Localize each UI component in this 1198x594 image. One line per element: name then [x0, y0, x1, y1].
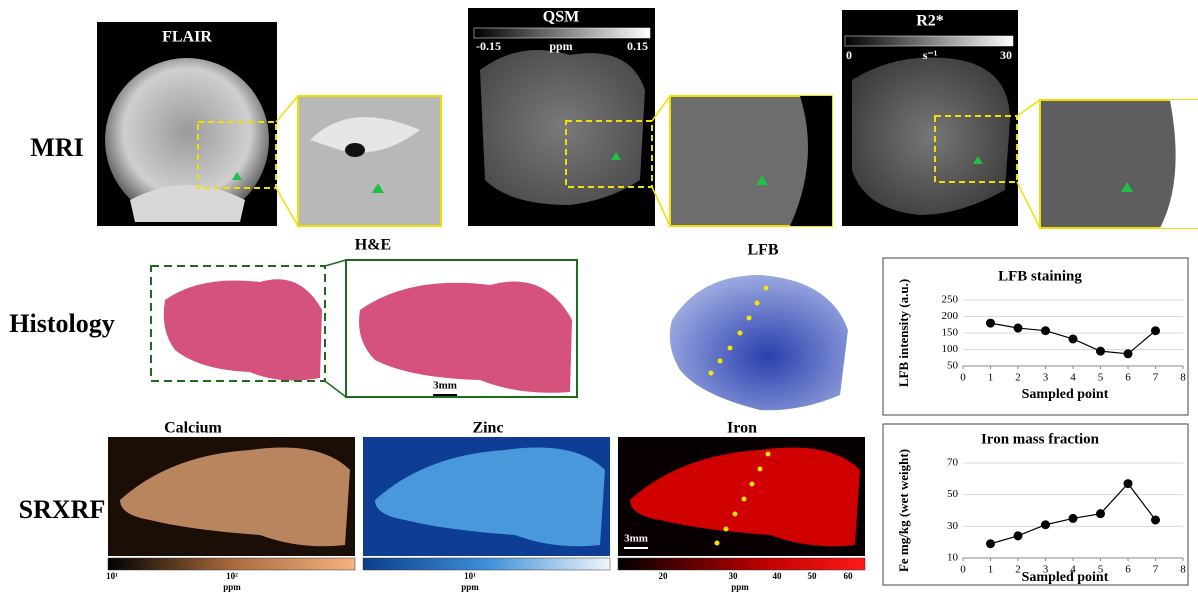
- colorbar-unit: ppm: [731, 582, 749, 592]
- data-point: [1096, 346, 1105, 356]
- x-tick-label: 2: [1015, 372, 1021, 384]
- chart-title: Iron mass fraction: [981, 431, 1100, 447]
- data-point: [1096, 509, 1105, 519]
- row-label: SRXRF: [19, 495, 106, 524]
- chart-frame: [882, 423, 1189, 586]
- colorbar-unit: ppm: [549, 39, 572, 53]
- panel-title: Iron: [727, 420, 757, 437]
- panel-title: QSM: [543, 9, 579, 26]
- data-point: [1041, 520, 1050, 530]
- flair-panel: FLAIR: [97, 22, 442, 227]
- iron-panel: Iron 3mm 20 30 40 50 60 ppm: [617, 420, 866, 592]
- y-tick-label: 150: [942, 327, 959, 339]
- he-panel: H&E 3mm: [150, 237, 578, 398]
- colorbar-unit: ppm: [223, 582, 241, 592]
- x-tick-label: 3: [1043, 564, 1049, 576]
- x-tick-label: 4: [1070, 372, 1076, 384]
- data-point: [1151, 326, 1160, 336]
- y-tick-label: 50: [947, 488, 959, 500]
- colorbar-label: 10²: [226, 571, 238, 581]
- y-tick-label: 250: [942, 294, 959, 306]
- data-point: [1123, 349, 1133, 359]
- colorbar-label: 0: [846, 48, 852, 62]
- colorbar-label: 20: [659, 571, 669, 581]
- panel-title: H&E: [355, 237, 391, 254]
- x-tick-label: 1: [988, 372, 994, 384]
- data-point: [1068, 334, 1078, 344]
- x-axis-label: Sampled point: [1022, 387, 1109, 402]
- zinc-panel: Zinc 10¹ ppm: [362, 420, 611, 592]
- row-label: Histology: [9, 309, 114, 338]
- y-tick-label: 30: [947, 520, 959, 532]
- colorbar-label: 60: [844, 571, 854, 581]
- data-point: [1041, 326, 1050, 336]
- colorbar-label: 10¹: [106, 571, 118, 581]
- data-point: [986, 539, 995, 549]
- y-tick-label: 50: [947, 360, 959, 372]
- y-tick-label: 10: [947, 552, 959, 564]
- x-axis-label: Sampled point: [1022, 570, 1109, 585]
- x-tick-label: 5: [1098, 564, 1104, 576]
- y-tick-label: 70: [947, 457, 959, 469]
- colorbar-label: -0.15: [476, 39, 501, 53]
- data-point: [1068, 513, 1078, 523]
- data-point: [1151, 515, 1160, 525]
- r2star-panel: R2* 0 s⁻¹ 30: [842, 10, 1198, 229]
- panel-title: FLAIR: [162, 29, 212, 46]
- colorbar-label: 30: [1000, 48, 1012, 62]
- chart-title: LFB staining: [998, 268, 1082, 284]
- panel-title: LFB: [747, 242, 778, 259]
- qsm-panel: QSM -0.15 ppm 0.15: [468, 8, 833, 227]
- chart-frame: [882, 257, 1189, 416]
- colorbar-unit: ppm: [461, 582, 479, 592]
- x-tick-label: 7: [1153, 372, 1159, 384]
- x-tick-label: 1: [988, 564, 994, 576]
- x-tick-label: 5: [1098, 372, 1104, 384]
- lfb-panel: LFB: [669, 242, 848, 411]
- y-axis-label: LFB intensity (a.u.): [896, 279, 911, 387]
- colorbar-label: 50: [808, 571, 818, 581]
- x-tick-label: 6: [1125, 372, 1131, 384]
- panel-title: R2*: [916, 13, 944, 30]
- colorbar-label: 10¹: [464, 571, 476, 581]
- y-tick-label: 200: [942, 310, 959, 322]
- panel-title: Zinc: [472, 420, 503, 437]
- x-tick-label: 2: [1015, 564, 1021, 576]
- colorbar-label: 40: [773, 571, 783, 581]
- x-tick-label: 3: [1043, 372, 1049, 384]
- x-tick-label: 0: [960, 564, 966, 576]
- y-tick-label: 100: [942, 343, 959, 355]
- colorbar-label: 30: [729, 571, 739, 581]
- x-tick-label: 6: [1125, 564, 1131, 576]
- y-axis-label: Fe mg/kg (wet weight): [896, 449, 911, 572]
- colorbar-label: 0.15: [627, 39, 648, 53]
- calcium-panel: Calcium 10¹ 10² ppm: [106, 420, 356, 592]
- scale-bar-label: 3mm: [624, 533, 648, 545]
- x-tick-label: 8: [1180, 564, 1186, 576]
- data-point: [1123, 479, 1133, 489]
- x-tick-label: 8: [1180, 372, 1186, 384]
- x-tick-label: 7: [1153, 564, 1159, 576]
- colorbar-unit: s⁻¹: [923, 48, 938, 62]
- data-point: [1013, 323, 1023, 333]
- x-tick-label: 0: [960, 372, 966, 384]
- x-tick-label: 4: [1070, 564, 1076, 576]
- scale-bar-label: 3mm: [433, 380, 457, 392]
- data-point: [986, 318, 995, 328]
- panel-title: Calcium: [164, 420, 222, 437]
- row-label: MRI: [30, 133, 83, 162]
- data-point: [1013, 531, 1023, 541]
